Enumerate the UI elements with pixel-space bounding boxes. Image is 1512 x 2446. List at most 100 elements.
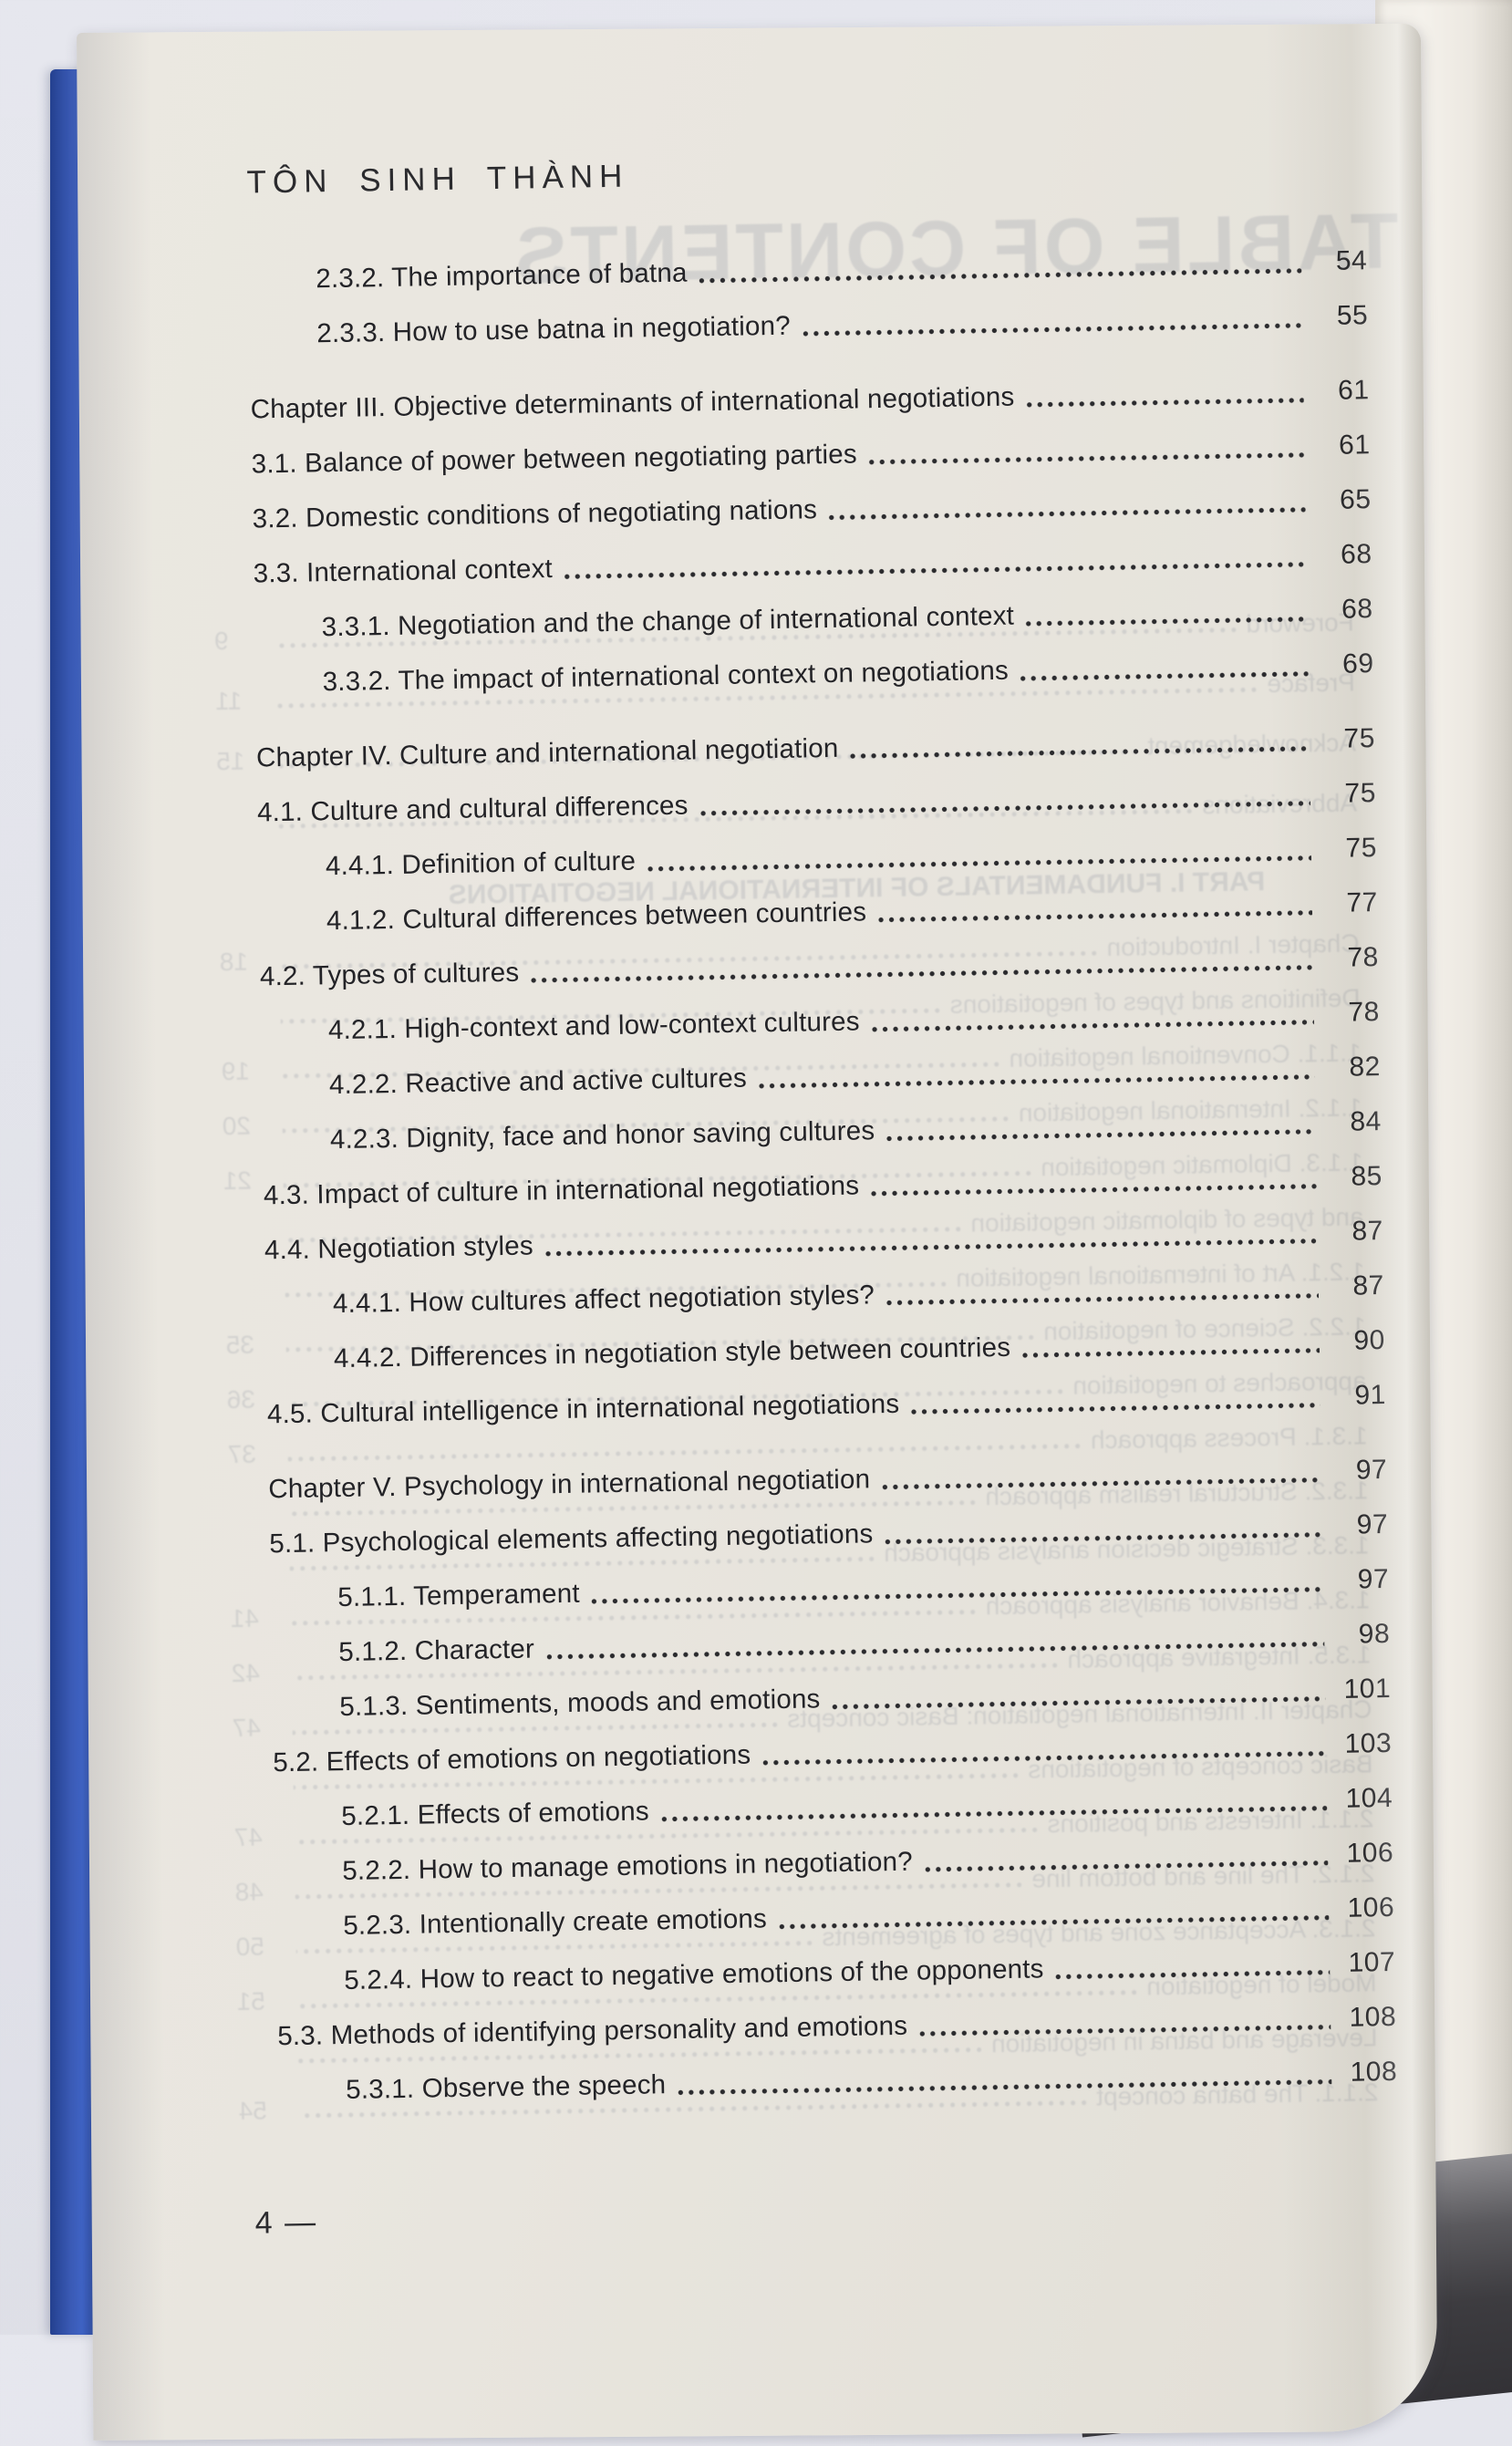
toc-entry-label: 4.1.2. Cultural differences between coun…	[326, 897, 867, 937]
toc-entry-page-number: 84	[1350, 1106, 1383, 1137]
toc-entry-page-number: 87	[1352, 1270, 1385, 1301]
toc-entry-label: 4.4. Negotiation styles	[264, 1230, 534, 1266]
toc-entry-label: 5.1.1. Temperament	[337, 1578, 580, 1613]
toc-entry-label: 5.2.3. Intentionally create emotions	[343, 1903, 768, 1942]
toc-entry-page-number: 97	[1356, 1508, 1389, 1540]
dot-leader	[647, 854, 1312, 874]
toc-entry-page-number: 69	[1341, 648, 1374, 679]
dot-leader	[699, 799, 1311, 818]
dot-leader	[885, 1127, 1317, 1144]
dot-leader	[828, 505, 1306, 523]
toc-entry-label: 3.3.2. The impact of international conte…	[322, 655, 1010, 698]
toc-entry-label: 2.3.2. The importance of batna	[316, 257, 688, 295]
dot-leader	[881, 1476, 1322, 1492]
dot-leader	[545, 1640, 1325, 1662]
toc-entry-label: 5.3. Methods of identifying personality …	[277, 2010, 908, 2052]
dot-leader	[867, 451, 1305, 467]
toc-entry-page-number: 75	[1343, 723, 1376, 754]
toc-entry-label: Chapter III. Objective determinants of i…	[250, 381, 1015, 425]
dot-leader	[677, 2078, 1332, 2098]
toc-entry-page-number: 97	[1355, 1455, 1388, 1486]
toc-entry-label: 4.1. Culture and cultural differences	[256, 790, 689, 828]
toc-entry-page-number: 77	[1346, 887, 1379, 918]
ghost-chapter-list: Chapter I. Introduction 18 Definitions a…	[204, 17, 1378, 2125]
toc-entry-page-number: 101	[1343, 1673, 1392, 1705]
toc-entry-label: 5.2.1. Effects of emotions	[341, 1796, 650, 1832]
dot-leader	[1054, 1968, 1331, 1982]
page-surface: TABLE OF CONTENTS Foreword 9 Preface	[67, 16, 1452, 2445]
toc-entry-label: 4.2. Types of cultures	[259, 957, 520, 992]
toc-entry-page-number: 55	[1336, 300, 1369, 331]
toc-entry-label: 5.1. Psychological elements affecting ne…	[269, 1518, 874, 1560]
toc-entry-label: 5.2. Effects of emotions on negotiations	[273, 1739, 751, 1778]
book-photo-scene: TABLE OF CONTENTS Foreword 9 Preface	[0, 0, 1512, 2335]
dot-leader	[884, 1530, 1323, 1547]
toc-entry-label: 4.3. Impact of culture in international …	[263, 1170, 860, 1211]
toc-entry-label: 4.5. Cultural intelligence in internatio…	[266, 1388, 900, 1430]
toc-entry-label: 4.2.1. High-context and low-context cult…	[327, 1006, 860, 1046]
toc-entry-page-number: 54	[1335, 245, 1368, 276]
dot-leader	[831, 1695, 1326, 1712]
dot-leader	[1025, 396, 1304, 409]
dot-leader	[849, 744, 1310, 761]
toc-entry-page-number: 87	[1351, 1216, 1384, 1247]
toc-entry-label: 5.2.4. How to react to negative emotions…	[344, 1954, 1044, 1996]
dot-leader	[761, 1749, 1327, 1767]
toc-entry-page-number: 61	[1337, 375, 1370, 406]
toc-entry-label: 3.3.1. Negotiation and the change of int…	[321, 600, 1015, 643]
toc-entry-label: Chapter IV. Culture and international ne…	[255, 732, 839, 773]
author-header: TÔN SINH THÀNH	[246, 158, 629, 201]
toc-entry-page-number: 85	[1351, 1161, 1383, 1192]
toc-entry-label: 2.3.3. How to use batna in negotiation?	[316, 310, 792, 349]
dot-leader	[918, 2023, 1331, 2038]
toc-entry-label: 3.1. Balance of power between negotiatin…	[251, 439, 858, 480]
book-page: TABLE OF CONTENTS Foreword 9 Preface	[77, 23, 1438, 2441]
toc-entry-page-number: 103	[1344, 1727, 1393, 1759]
dot-leader	[1021, 1346, 1320, 1360]
page-number-footer: 4 —	[254, 2204, 318, 2241]
dot-leader	[544, 1237, 1319, 1259]
dot-leader	[659, 1804, 1328, 1824]
toc-entry-label: 3.2. Domestic conditions of negotiating …	[252, 494, 818, 534]
toc-entry-page-number: 78	[1348, 997, 1381, 1028]
toc-entry-label: 4.4.1. How cultures affect negotiation s…	[332, 1280, 875, 1320]
toc-entry-page-number: 78	[1347, 942, 1380, 973]
toc-entry-page-number: 61	[1338, 430, 1371, 461]
toc-entry-label: 4.2.3. Dignity, face and honor saving cu…	[329, 1115, 875, 1156]
toc-entry-page-number: 90	[1353, 1325, 1386, 1356]
dot-leader	[877, 908, 1313, 925]
dot-leader	[698, 266, 1302, 285]
toc-entry-page-number: 104	[1345, 1782, 1393, 1814]
toc-entry-page-number: 75	[1345, 833, 1378, 864]
toc-entry-label: 4.4.2. Differences in negotiation style …	[333, 1332, 1011, 1374]
toc-entry-page-number: 82	[1349, 1052, 1382, 1083]
toc-entry-label: 5.1.3. Sentiments, moods and emotions	[339, 1684, 821, 1723]
toc-entry-label: 5.2.2. How to manage emotions in negotia…	[342, 1846, 914, 1887]
toc-entry-page-number: 68	[1340, 539, 1372, 570]
toc-entry-label: 3.3. International context	[253, 554, 554, 589]
dot-leader	[757, 1073, 1316, 1091]
toc-entry-page-number: 107	[1348, 1946, 1396, 1978]
dot-leader	[870, 1182, 1318, 1198]
toc-entry-page-number: 106	[1346, 1837, 1394, 1869]
dot-leader	[910, 1401, 1321, 1416]
toc-entry-page-number: 68	[1341, 594, 1373, 625]
dot-leader	[590, 1585, 1324, 1606]
toc-entry-page-number: 91	[1354, 1380, 1387, 1411]
ghost-front-matter-list: Foreword 9 Preface 11 Acknowledgement	[204, 17, 1357, 831]
toc-entry-label: 4.2.2. Reactive and active cultures	[328, 1062, 748, 1101]
toc-entry-page-number: 98	[1358, 1618, 1391, 1650]
dot-leader	[923, 1859, 1329, 1874]
dot-leader	[801, 321, 1303, 338]
toc-entry-page-number: 106	[1347, 1892, 1395, 1923]
toc-entry-page-number: 97	[1357, 1563, 1390, 1595]
dot-leader	[1025, 615, 1308, 628]
toc-entry-page-number: 65	[1339, 484, 1372, 515]
toc-entry-page-number: 108	[1349, 2001, 1397, 2033]
toc-entry-label: 5.3.1. Observe the speech	[345, 2069, 667, 2106]
toc-entry-label: Chapter V. Psychology in international n…	[268, 1464, 871, 1505]
toc-entry-page-number: 108	[1350, 2056, 1398, 2088]
dot-leader	[870, 1018, 1315, 1034]
dot-leader	[1019, 669, 1309, 683]
toc-entry-page-number: 75	[1344, 778, 1377, 809]
